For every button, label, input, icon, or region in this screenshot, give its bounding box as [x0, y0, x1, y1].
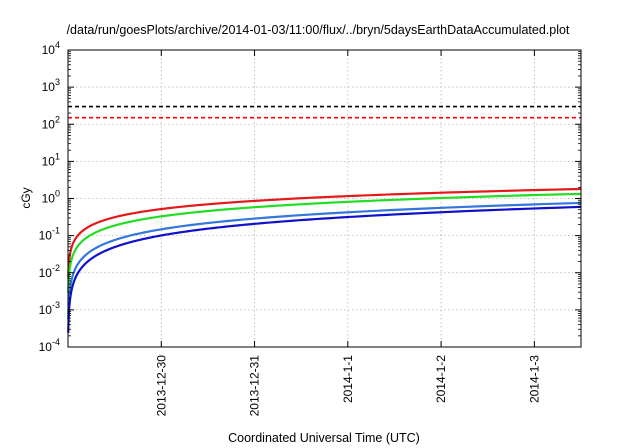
series-dark-blue-line [67, 205, 582, 334]
x-tick-label: 2014-1-3 [527, 355, 541, 403]
x-axis-label: Coordinated Universal Time (UTC) [228, 431, 420, 445]
chart-title: /data/run/goesPlots/archive/2014-01-03/1… [67, 23, 570, 37]
x-axis: 2013-12-30 2013-12-31 2014-1-1 2014-1-2 2014… [154, 50, 541, 416]
y-axis: 10-4 10-3 10-2 10-1 100 101 102 103 104 [39, 40, 581, 354]
y-tick-label: 10-3 [39, 300, 60, 317]
y-tick-label: 101 [42, 151, 60, 168]
x-tick-label: 2013-12-30 [154, 355, 168, 417]
grid-lines [68, 50, 581, 347]
data-series [67, 187, 582, 334]
y-tick-label: 10-1 [39, 226, 60, 243]
x-tick-label: 2013-12-31 [248, 355, 262, 417]
series-light-blue-line [67, 201, 582, 320]
threshold-lines [68, 105, 581, 119]
y-tick-label: 10-2 [39, 263, 60, 280]
x-tick-label: 2014-1-2 [434, 355, 448, 403]
y-tick-label: 103 [42, 77, 60, 94]
y-tick-label: 10-4 [39, 337, 60, 354]
y-axis-label: cGy [19, 187, 33, 208]
y-tick-label: 100 [42, 189, 60, 206]
x-tick-label: 2014-1-1 [341, 355, 355, 403]
y-tick-label: 104 [42, 40, 60, 57]
series-red-line [67, 187, 582, 279]
y-tick-label: 102 [42, 114, 60, 131]
